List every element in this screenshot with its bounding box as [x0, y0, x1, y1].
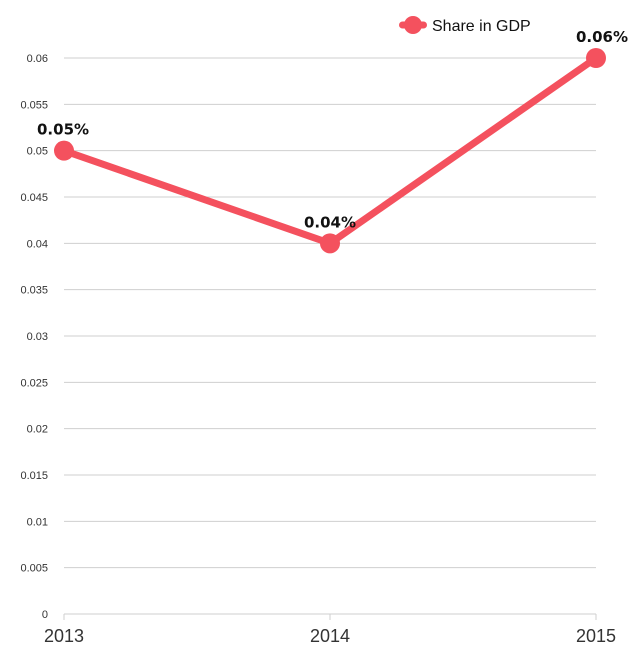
legend-label: Share in GDP	[432, 18, 531, 35]
x-axis-ticks: 2013 2014 2015	[44, 614, 616, 646]
x-tick-label: 2014	[310, 626, 350, 646]
data-point[interactable]	[320, 233, 340, 254]
y-tick-label: 0.055	[20, 99, 48, 111]
data-label: 0.06%	[576, 28, 628, 46]
y-tick-label: 0.03	[27, 331, 48, 343]
data-label: 0.05%	[37, 121, 89, 139]
y-tick-label: 0	[42, 609, 48, 621]
y-tick-label: 0.045	[20, 192, 48, 204]
y-tick-label: 0.005	[20, 563, 48, 575]
x-tick-label: 2013	[44, 626, 84, 646]
data-point[interactable]	[586, 48, 606, 68]
series-share-in-gdp	[54, 48, 606, 254]
grid-lines	[64, 57, 596, 615]
y-tick-label: 0.025	[20, 377, 48, 389]
y-tick-label: 0.035	[20, 285, 48, 297]
y-tick-label: 0.06	[27, 53, 48, 65]
x-tick-label: 2015	[576, 626, 616, 646]
y-tick-label: 0.015	[20, 470, 48, 482]
data-labels: 0.05% 0.04% 0.06%	[37, 28, 628, 231]
y-tick-label: 0.01	[27, 516, 48, 528]
data-label: 0.04%	[304, 213, 356, 231]
legend[interactable]: Share in GDP	[399, 16, 531, 35]
legend-swatch-marker	[404, 16, 422, 34]
y-axis-ticks: 0 0.005 0.01 0.015 0.02 0.025 0.03 0.035 0.04 0.0…	[20, 53, 48, 621]
y-tick-label: 0.05	[27, 146, 48, 158]
y-tick-label: 0.04	[27, 238, 48, 250]
y-tick-label: 0.02	[27, 424, 48, 436]
data-point[interactable]	[54, 140, 74, 161]
